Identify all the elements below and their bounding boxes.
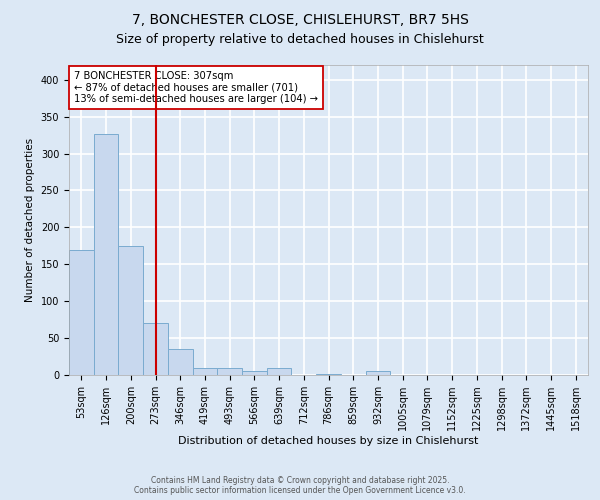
Y-axis label: Number of detached properties: Number of detached properties xyxy=(25,138,35,302)
Bar xyxy=(365,372,390,375)
Text: 7, BONCHESTER CLOSE, CHISLEHURST, BR7 5HS: 7, BONCHESTER CLOSE, CHISLEHURST, BR7 5H… xyxy=(131,12,469,26)
Text: Contains HM Land Registry data © Crown copyright and database right 2025.
Contai: Contains HM Land Registry data © Crown c… xyxy=(134,476,466,495)
Text: Size of property relative to detached houses in Chislehurst: Size of property relative to detached ho… xyxy=(116,32,484,46)
Bar xyxy=(168,349,193,375)
Bar xyxy=(316,374,341,375)
Text: 7 BONCHESTER CLOSE: 307sqm
← 87% of detached houses are smaller (701)
13% of sem: 7 BONCHESTER CLOSE: 307sqm ← 87% of deta… xyxy=(74,71,318,104)
X-axis label: Distribution of detached houses by size in Chislehurst: Distribution of detached houses by size … xyxy=(178,436,479,446)
Bar xyxy=(118,246,143,375)
Bar xyxy=(69,250,94,375)
Bar xyxy=(267,368,292,375)
Bar xyxy=(242,372,267,375)
Bar xyxy=(94,134,118,375)
Bar xyxy=(143,324,168,375)
Bar xyxy=(193,368,217,375)
Bar xyxy=(217,368,242,375)
